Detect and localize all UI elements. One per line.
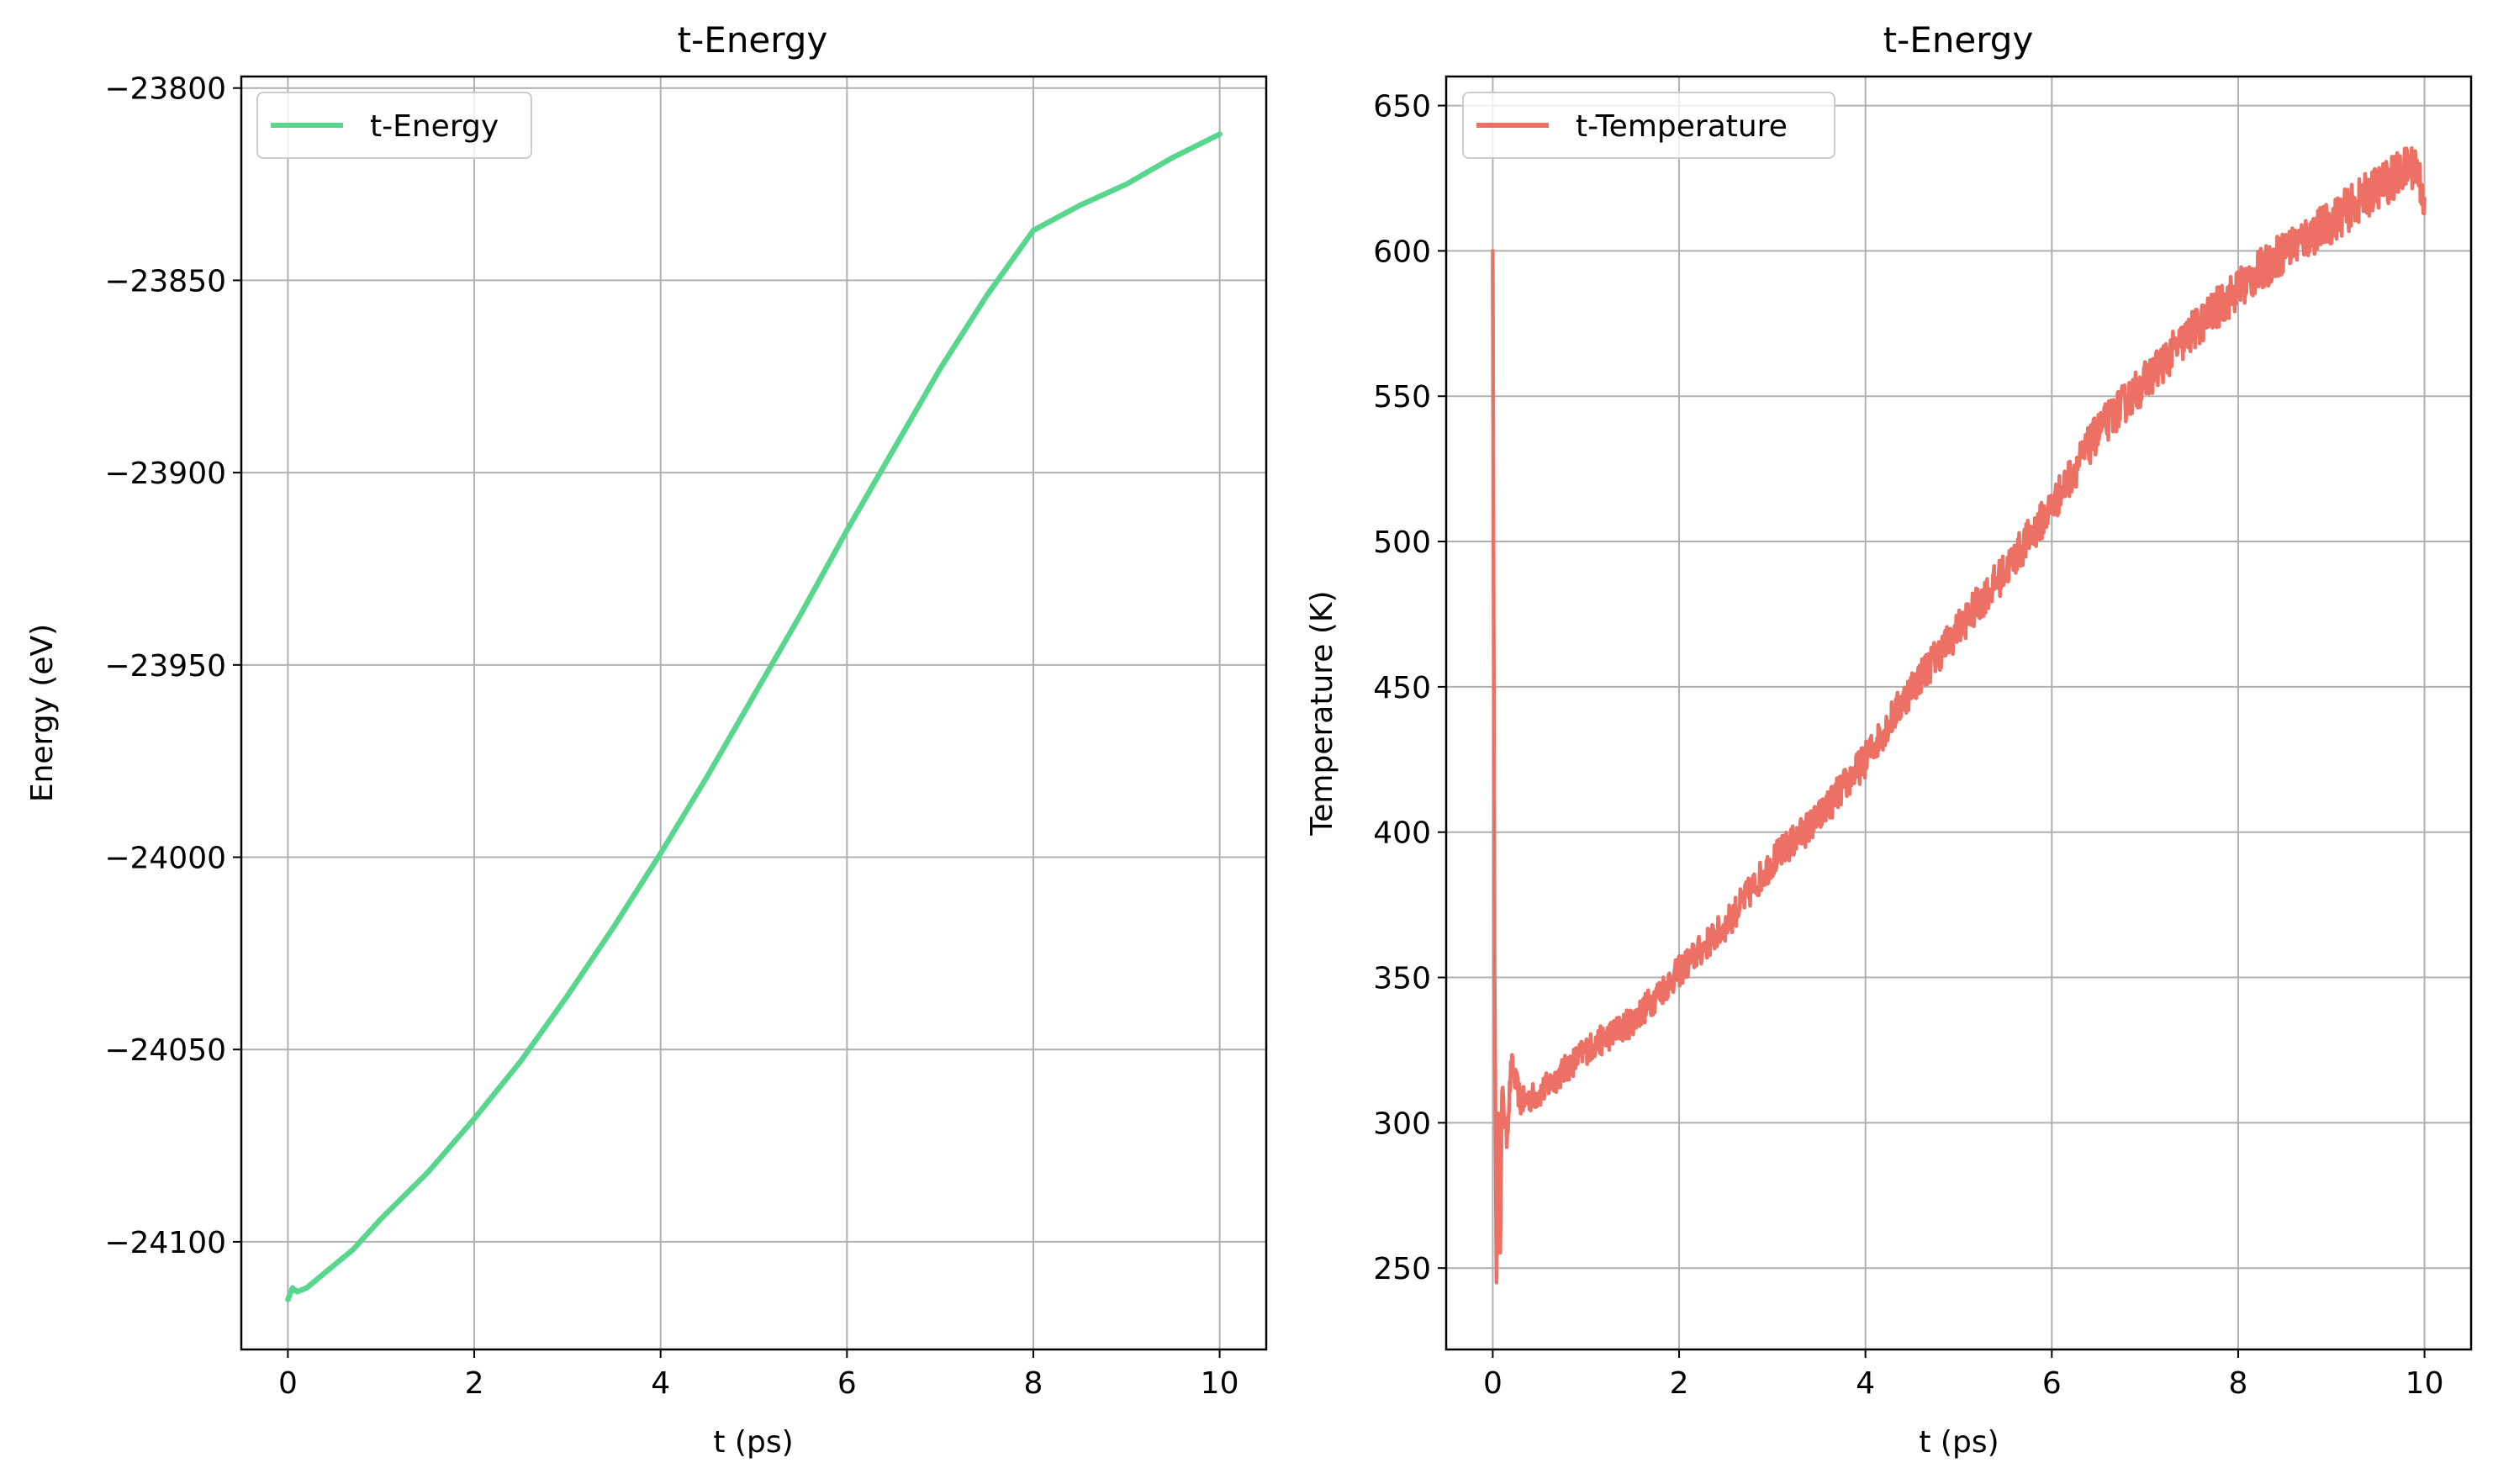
y-tick-label: 650	[1373, 90, 1431, 124]
energy-chart-legend: t-Energy	[256, 92, 532, 159]
energy-chart-title: t-Energy	[678, 19, 828, 61]
x-tick-label: 0	[278, 1366, 298, 1401]
temperature-chart-x-axis-label: t (ps)	[1919, 1425, 1999, 1460]
x-tick-label: 10	[2406, 1366, 2444, 1401]
x-tick-label: 4	[1856, 1366, 1875, 1401]
energy-chart-grid	[241, 77, 1266, 1349]
x-tick-label: 4	[651, 1366, 670, 1401]
energy-chart-legend-box	[256, 92, 532, 159]
y-tick-label: −23850	[104, 264, 226, 298]
y-tick-label: 550	[1373, 380, 1431, 415]
y-tick-label: 250	[1373, 1252, 1431, 1286]
temperature-chart-frame	[1444, 75, 2473, 1351]
x-tick-label: 2	[1670, 1366, 1689, 1401]
series-line-t-temperature	[1491, 146, 2427, 1285]
temperature-chart-legend: t-Temperature	[1462, 92, 1835, 159]
energy-chart-y-axis-label: Energy (eV)	[25, 624, 60, 802]
y-tick-label: 350	[1373, 962, 1431, 996]
temperature-chart-y-ticks: 250 300 350 400 450 500 550 600 650	[1373, 90, 1446, 1286]
energy-chart-x-ticks: 0 2 4 6 8 10	[278, 1349, 1239, 1401]
x-tick-label: 2	[465, 1366, 484, 1401]
y-tick-label: −23950	[104, 649, 226, 684]
x-tick-label: 0	[1483, 1366, 1502, 1401]
temperature-chart-legend-box	[1462, 92, 1835, 159]
temperature-chart-y-axis-label: Temperature (K)	[1305, 590, 1339, 836]
x-tick-label: 10	[1201, 1366, 1239, 1401]
energy-chart: t-Energy 0 2 4 6 8 10 −24100 −24050 −24000 −2395…	[25, 19, 1268, 1460]
temperature-chart-series	[1491, 146, 2427, 1285]
energy-chart-frame	[240, 75, 1268, 1351]
series-line-t-energy	[285, 131, 1223, 1302]
x-tick-label: 6	[2042, 1366, 2062, 1401]
x-tick-label: 8	[1024, 1366, 1043, 1401]
y-tick-label: −24050	[104, 1033, 226, 1068]
y-tick-label: 450	[1373, 671, 1431, 705]
y-tick-label: −24000	[104, 842, 226, 876]
temperature-chart: t-Energy 0 2 4 6 8 10 250 300 350 400 450 500 550 60…	[1305, 19, 2473, 1460]
y-tick-label: 500	[1373, 525, 1431, 560]
y-tick-label: 400	[1373, 816, 1431, 851]
y-tick-label: 300	[1373, 1106, 1431, 1141]
energy-chart-x-axis-label: t (ps)	[713, 1425, 793, 1460]
energy-chart-series	[285, 131, 1223, 1302]
temperature-chart-x-ticks: 0 2 4 6 8 10	[1483, 1349, 2444, 1401]
y-tick-label: −23900	[104, 457, 226, 491]
y-tick-label: −24100	[104, 1226, 226, 1260]
energy-chart-legend-label: t-Energy	[370, 109, 499, 144]
temperature-chart-legend-label: t-Temperature	[1576, 109, 1788, 144]
x-tick-label: 8	[2229, 1366, 2248, 1401]
y-tick-label: −23800	[104, 72, 226, 107]
energy-chart-y-ticks: −24100 −24050 −24000 −23950 −23900 −23850 −238…	[104, 72, 241, 1260]
x-tick-label: 6	[837, 1366, 857, 1401]
y-tick-label: 600	[1373, 235, 1431, 269]
temperature-chart-title: t-Energy	[1883, 19, 2034, 61]
